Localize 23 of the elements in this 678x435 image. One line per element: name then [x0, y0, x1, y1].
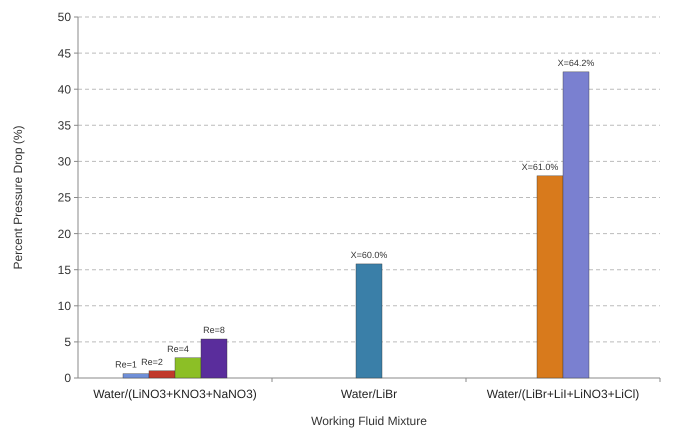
- x-tick-label: Water/(LiBr+LiI+LiNO3+LiCl): [486, 387, 640, 401]
- series-label: Re=1: [115, 360, 137, 370]
- y-tick-label: 20: [58, 226, 72, 241]
- y-tick-label: 15: [58, 262, 72, 277]
- y-tick-label: 5: [64, 335, 72, 350]
- y-tick-label: 50: [58, 10, 72, 24]
- series-label: X=60.0%: [350, 250, 388, 260]
- y-tick-label: 35: [58, 118, 72, 132]
- y-tick-label: 10: [58, 299, 72, 313]
- series-label: Re=2: [141, 356, 163, 367]
- x-axis-title: Working Fluid Mixture: [311, 414, 428, 428]
- y-tick-label: 25: [58, 190, 72, 205]
- y-tick-label: 45: [58, 46, 72, 60]
- series-label: X=64.2%: [558, 58, 594, 68]
- series-label: Re=4: [167, 344, 189, 354]
- y-axis-title: Percent Pressure Drop (%): [11, 125, 25, 270]
- series-label: Re=8: [203, 325, 225, 336]
- y-tick-label: 40: [58, 82, 72, 96]
- x-tick-label: Water/(LiNO3+KNO3+NaNO3): [93, 387, 257, 401]
- series-label: X=61.0%: [522, 162, 558, 172]
- y-tick-label: 0: [64, 371, 72, 386]
- x-tick-label: Water/LiBr: [340, 387, 398, 401]
- y-tick-label: 30: [58, 154, 72, 169]
